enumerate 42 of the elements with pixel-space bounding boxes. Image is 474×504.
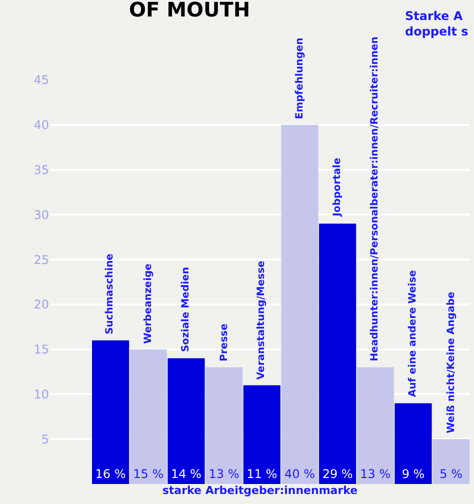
text: Starke A doppelt s	[405, 9, 468, 39]
data-label: 11 %	[246, 467, 278, 481]
y-tick-label: 45	[34, 73, 49, 88]
bar	[206, 367, 243, 484]
data-label: 40 %	[284, 467, 315, 481]
y-tick-label: 15	[34, 342, 49, 357]
x-tick-label: Weiß nicht/Keine Angabe	[446, 292, 457, 434]
data-label: 9 %	[402, 467, 425, 481]
bar	[168, 358, 205, 484]
bar	[432, 439, 470, 484]
x-tick-label: Presse	[218, 323, 230, 362]
bar	[319, 224, 356, 484]
x-tick-label: Jobportale	[332, 158, 343, 218]
data-label: 15 %	[133, 467, 164, 481]
bar	[243, 385, 280, 484]
bar	[356, 367, 394, 484]
y-tick-label: 5	[41, 432, 49, 446]
y-tick-label: 35	[34, 162, 49, 177]
data-label: 5 %	[440, 467, 463, 481]
bar	[92, 340, 130, 484]
x-tick-label: Soziale Medien	[180, 267, 192, 352]
data-label: 13 %	[208, 467, 240, 481]
x-tick-label: Werbeanzeige	[143, 263, 154, 344]
x-tick-label: Headhunter:innen/Personalberater:innen/Recruiter:innen	[370, 36, 381, 362]
bar	[130, 349, 167, 484]
data-label: 13 %	[360, 467, 391, 481]
chart-title: OF MOUTH	[129, 0, 250, 22]
y-tick-label: 20	[34, 298, 49, 312]
x-tick-label: Empfehlungen	[294, 38, 306, 120]
y-tick-label: 25	[34, 252, 49, 267]
y-tick-label: 40	[34, 118, 49, 132]
y-tick-label: 30	[34, 208, 49, 222]
y-tick-label: 10	[34, 387, 49, 402]
data-label: 29 %	[322, 467, 353, 481]
x-tick-label: Veranstaltung/Messe	[256, 260, 268, 380]
bar	[281, 124, 318, 484]
x-tick-label: Auf eine andere Weise	[408, 270, 419, 397]
data-label: 14 %	[170, 467, 202, 481]
bar	[394, 403, 432, 484]
data-label: 16 %	[95, 467, 126, 481]
x-tick-label: Suchmaschine	[104, 253, 116, 334]
x-axis-title: starke Arbeitgeber:innenmarke	[162, 484, 358, 498]
